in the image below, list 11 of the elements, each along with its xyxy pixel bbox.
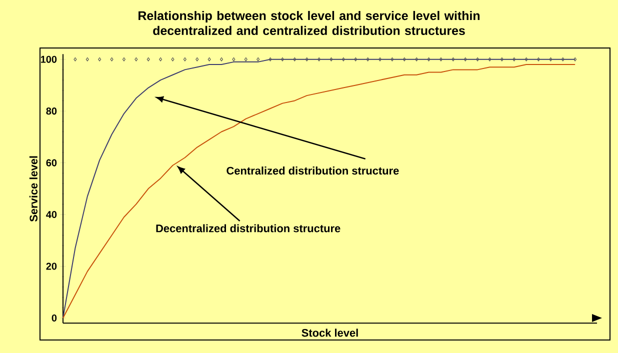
annotation: Decentralized distribution structure (156, 224, 340, 232)
y-tick-label: 80 (46, 108, 57, 115)
y-tick-label: 60 (46, 159, 57, 166)
y-tick-label: 0 (52, 314, 57, 322)
chart-title: Relationship between stock level and service level within decentralized and centralized distribution structures (138, 10, 480, 36)
y-axis-title: Service level (29, 156, 38, 222)
y-tick-label: 20 (46, 262, 57, 270)
annotation: Centralized distribution structure (226, 166, 399, 175)
y-tick-label: 40 (46, 211, 57, 218)
x-axis-title: Stock level (302, 328, 358, 337)
y-tick-label: 100 (40, 56, 57, 63)
